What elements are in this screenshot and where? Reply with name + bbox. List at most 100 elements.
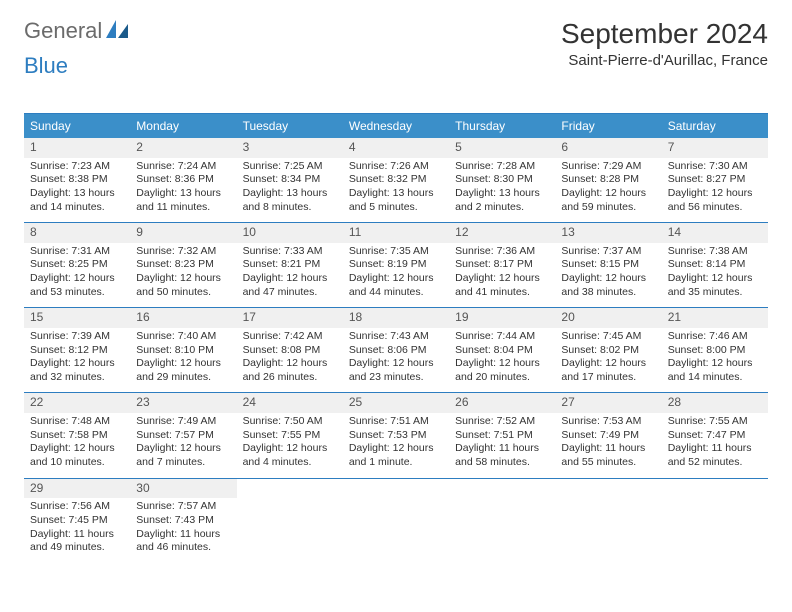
- calendar-day: 26Sunrise: 7:52 AMSunset: 7:51 PMDayligh…: [449, 393, 555, 477]
- col-monday: Monday: [130, 114, 236, 138]
- day-number: 30: [130, 479, 236, 499]
- day-details: Sunrise: 7:53 AMSunset: 7:49 PMDaylight:…: [561, 415, 655, 470]
- day-number: 3: [237, 138, 343, 158]
- day-details: Sunrise: 7:37 AMSunset: 8:15 PMDaylight:…: [561, 245, 655, 300]
- day-number: 26: [449, 393, 555, 413]
- calendar-day: 1Sunrise: 7:23 AMSunset: 8:38 PMDaylight…: [24, 138, 130, 222]
- day-details: Sunrise: 7:56 AMSunset: 7:45 PMDaylight:…: [30, 500, 124, 555]
- day-number: 18: [343, 308, 449, 328]
- calendar-day: 18Sunrise: 7:43 AMSunset: 8:06 PMDayligh…: [343, 308, 449, 392]
- calendar-day: 15Sunrise: 7:39 AMSunset: 8:12 PMDayligh…: [24, 308, 130, 392]
- calendar-day: 17Sunrise: 7:42 AMSunset: 8:08 PMDayligh…: [237, 308, 343, 392]
- calendar-header-row: Sunday Monday Tuesday Wednesday Thursday…: [24, 114, 768, 138]
- calendar-day: 5Sunrise: 7:28 AMSunset: 8:30 PMDaylight…: [449, 138, 555, 222]
- day-details: Sunrise: 7:30 AMSunset: 8:27 PMDaylight:…: [668, 160, 762, 215]
- calendar-day: 14Sunrise: 7:38 AMSunset: 8:14 PMDayligh…: [662, 223, 768, 307]
- calendar-day: 9Sunrise: 7:32 AMSunset: 8:23 PMDaylight…: [130, 223, 236, 307]
- day-number: 24: [237, 393, 343, 413]
- day-number: 12: [449, 223, 555, 243]
- day-details: Sunrise: 7:25 AMSunset: 8:34 PMDaylight:…: [243, 160, 337, 215]
- calendar-day: 16Sunrise: 7:40 AMSunset: 8:10 PMDayligh…: [130, 308, 236, 392]
- calendar-day: 12Sunrise: 7:36 AMSunset: 8:17 PMDayligh…: [449, 223, 555, 307]
- day-details: Sunrise: 7:32 AMSunset: 8:23 PMDaylight:…: [136, 245, 230, 300]
- day-number: 9: [130, 223, 236, 243]
- day-number: 1: [24, 138, 130, 158]
- logo-text-blue: Blue: [24, 53, 68, 78]
- day-number: 27: [555, 393, 661, 413]
- calendar-day: 27Sunrise: 7:53 AMSunset: 7:49 PMDayligh…: [555, 393, 661, 477]
- col-thursday: Thursday: [449, 114, 555, 138]
- day-details: Sunrise: 7:44 AMSunset: 8:04 PMDaylight:…: [455, 330, 549, 385]
- day-details: Sunrise: 7:45 AMSunset: 8:02 PMDaylight:…: [561, 330, 655, 385]
- calendar-day: 13Sunrise: 7:37 AMSunset: 8:15 PMDayligh…: [555, 223, 661, 307]
- day-details: Sunrise: 7:39 AMSunset: 8:12 PMDaylight:…: [30, 330, 124, 385]
- day-number: 21: [662, 308, 768, 328]
- calendar-day: 28Sunrise: 7:55 AMSunset: 7:47 PMDayligh…: [662, 393, 768, 477]
- day-number: 14: [662, 223, 768, 243]
- calendar-day: [449, 479, 555, 563]
- calendar: Sunday Monday Tuesday Wednesday Thursday…: [24, 113, 768, 563]
- day-details: Sunrise: 7:49 AMSunset: 7:57 PMDaylight:…: [136, 415, 230, 470]
- day-number: 23: [130, 393, 236, 413]
- calendar-day: [555, 479, 661, 563]
- day-number: 22: [24, 393, 130, 413]
- day-number: 6: [555, 138, 661, 158]
- col-tuesday: Tuesday: [237, 114, 343, 138]
- day-number: 20: [555, 308, 661, 328]
- day-details: Sunrise: 7:26 AMSunset: 8:32 PMDaylight:…: [349, 160, 443, 215]
- day-number: 7: [662, 138, 768, 158]
- calendar-week: 1Sunrise: 7:23 AMSunset: 8:38 PMDaylight…: [24, 138, 768, 223]
- calendar-day: 20Sunrise: 7:45 AMSunset: 8:02 PMDayligh…: [555, 308, 661, 392]
- calendar-week: 29Sunrise: 7:56 AMSunset: 7:45 PMDayligh…: [24, 479, 768, 563]
- day-details: Sunrise: 7:38 AMSunset: 8:14 PMDaylight:…: [668, 245, 762, 300]
- logo-sail-icon: [106, 20, 130, 38]
- col-sunday: Sunday: [24, 114, 130, 138]
- calendar-day: 4Sunrise: 7:26 AMSunset: 8:32 PMDaylight…: [343, 138, 449, 222]
- day-details: Sunrise: 7:35 AMSunset: 8:19 PMDaylight:…: [349, 245, 443, 300]
- calendar-day: 3Sunrise: 7:25 AMSunset: 8:34 PMDaylight…: [237, 138, 343, 222]
- day-details: Sunrise: 7:31 AMSunset: 8:25 PMDaylight:…: [30, 245, 124, 300]
- logo: General: [24, 18, 130, 44]
- day-number: 29: [24, 479, 130, 499]
- calendar-body: 1Sunrise: 7:23 AMSunset: 8:38 PMDaylight…: [24, 138, 768, 563]
- day-number: 4: [343, 138, 449, 158]
- calendar-day: 8Sunrise: 7:31 AMSunset: 8:25 PMDaylight…: [24, 223, 130, 307]
- day-details: Sunrise: 7:40 AMSunset: 8:10 PMDaylight:…: [136, 330, 230, 385]
- calendar-day: 6Sunrise: 7:29 AMSunset: 8:28 PMDaylight…: [555, 138, 661, 222]
- calendar-day: [237, 479, 343, 563]
- day-number: 17: [237, 308, 343, 328]
- day-details: Sunrise: 7:42 AMSunset: 8:08 PMDaylight:…: [243, 330, 337, 385]
- day-number: 11: [343, 223, 449, 243]
- day-number: 5: [449, 138, 555, 158]
- calendar-day: 11Sunrise: 7:35 AMSunset: 8:19 PMDayligh…: [343, 223, 449, 307]
- day-details: Sunrise: 7:36 AMSunset: 8:17 PMDaylight:…: [455, 245, 549, 300]
- calendar-week: 22Sunrise: 7:48 AMSunset: 7:58 PMDayligh…: [24, 393, 768, 478]
- day-number: 2: [130, 138, 236, 158]
- logo-text-gray: General: [24, 18, 102, 44]
- calendar-day: 29Sunrise: 7:56 AMSunset: 7:45 PMDayligh…: [24, 479, 130, 563]
- calendar-day: 30Sunrise: 7:57 AMSunset: 7:43 PMDayligh…: [130, 479, 236, 563]
- calendar-day: 25Sunrise: 7:51 AMSunset: 7:53 PMDayligh…: [343, 393, 449, 477]
- calendar-day: [662, 479, 768, 563]
- day-number: 19: [449, 308, 555, 328]
- month-title: September 2024: [561, 18, 768, 50]
- col-friday: Friday: [555, 114, 661, 138]
- day-details: Sunrise: 7:55 AMSunset: 7:47 PMDaylight:…: [668, 415, 762, 470]
- day-number: 25: [343, 393, 449, 413]
- day-number: 13: [555, 223, 661, 243]
- day-details: Sunrise: 7:46 AMSunset: 8:00 PMDaylight:…: [668, 330, 762, 385]
- day-details: Sunrise: 7:43 AMSunset: 8:06 PMDaylight:…: [349, 330, 443, 385]
- col-wednesday: Wednesday: [343, 114, 449, 138]
- day-number: 8: [24, 223, 130, 243]
- calendar-day: 24Sunrise: 7:50 AMSunset: 7:55 PMDayligh…: [237, 393, 343, 477]
- day-number: 16: [130, 308, 236, 328]
- day-number: 28: [662, 393, 768, 413]
- calendar-day: 2Sunrise: 7:24 AMSunset: 8:36 PMDaylight…: [130, 138, 236, 222]
- day-details: Sunrise: 7:33 AMSunset: 8:21 PMDaylight:…: [243, 245, 337, 300]
- day-details: Sunrise: 7:23 AMSunset: 8:38 PMDaylight:…: [30, 160, 124, 215]
- day-details: Sunrise: 7:52 AMSunset: 7:51 PMDaylight:…: [455, 415, 549, 470]
- calendar-day: 21Sunrise: 7:46 AMSunset: 8:00 PMDayligh…: [662, 308, 768, 392]
- calendar-day: 19Sunrise: 7:44 AMSunset: 8:04 PMDayligh…: [449, 308, 555, 392]
- col-saturday: Saturday: [662, 114, 768, 138]
- day-details: Sunrise: 7:48 AMSunset: 7:58 PMDaylight:…: [30, 415, 124, 470]
